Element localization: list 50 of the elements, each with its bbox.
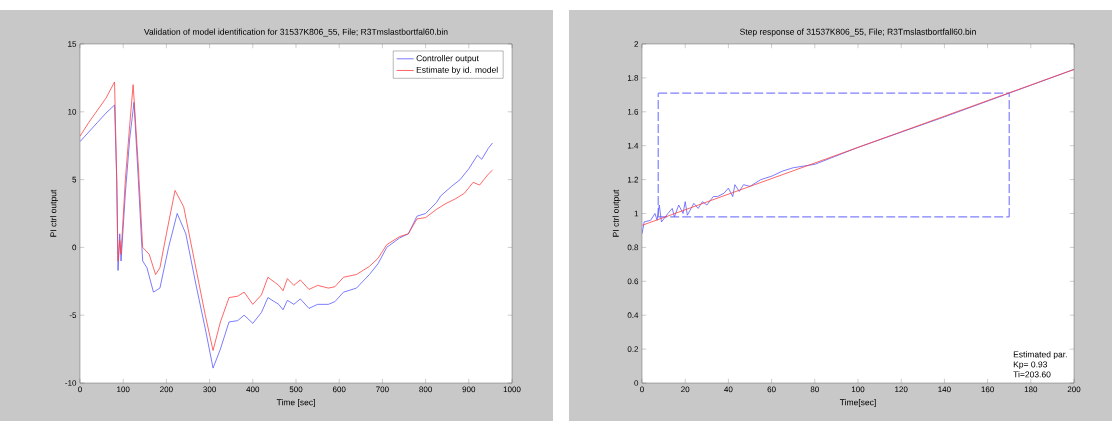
annotation: Ti=203.60 <box>1013 371 1051 378</box>
x-tick-label: 60 <box>767 386 776 393</box>
x-tick-label: 800 <box>419 386 432 393</box>
legend-label: Estimate by id. model <box>416 66 498 75</box>
y-axis-title: PI ctrl output <box>50 189 59 237</box>
chart-title: Step response of 31537K806_55, File; R3Tmslastbortfall60.bin <box>740 28 976 37</box>
x-tick-label: 80 <box>810 386 819 393</box>
x-axis-title: Time [sec] <box>276 399 315 407</box>
y-tick-label: -5 <box>69 312 77 318</box>
x-tick-label: 100 <box>117 386 130 393</box>
y-tick-label: 0.6 <box>627 278 639 285</box>
y-tick-label: 1.2 <box>627 176 639 183</box>
x-tick-label: 160 <box>981 386 994 393</box>
y-tick-label: 1.6 <box>627 108 639 115</box>
x-tick-label: 200 <box>1067 386 1081 393</box>
annotation: Kp= 0.93 <box>1013 361 1048 370</box>
y-tick-label: 0.4 <box>627 312 639 319</box>
x-tick-label: 300 <box>203 386 216 393</box>
x-tick-label: 1000 <box>503 386 521 393</box>
x-tick-label: 120 <box>895 386 908 393</box>
y-tick-label: 1.4 <box>627 142 639 149</box>
x-axis-title: Time[sec] <box>839 399 876 407</box>
y-axis-title: PI ctrl output <box>612 189 621 237</box>
y-tick-label: 0.2 <box>627 346 639 352</box>
y-tick-label: 1 <box>634 210 639 217</box>
x-tick-label: 200 <box>160 386 173 393</box>
x-tick-label: 700 <box>376 386 389 393</box>
legend-label: Controller output <box>416 54 479 63</box>
chart-title: Validation of model identification for 31537K806_55, File; R3Tmslastbortfal60.bin <box>143 28 448 37</box>
y-tick-label: 0 <box>72 244 77 251</box>
x-tick-label: 600 <box>332 386 346 393</box>
y-tick-label: -10 <box>65 380 77 386</box>
x-tick-label: 500 <box>289 386 303 393</box>
x-tick-label: 0 <box>78 386 82 393</box>
y-tick-label: 15 <box>68 41 77 47</box>
x-tick-label: 40 <box>724 386 733 393</box>
y-tick-label: 5 <box>72 176 77 183</box>
x-tick-label: 180 <box>1024 386 1038 393</box>
x-tick-label: 20 <box>681 386 690 393</box>
x-tick-label: 100 <box>851 386 865 393</box>
x-tick-label: 140 <box>938 386 951 393</box>
y-tick-label: 2 <box>634 41 639 47</box>
y-tick-label: 10 <box>68 108 77 115</box>
x-tick-label: 0 <box>640 386 644 393</box>
annotation: Estimated par. <box>1013 351 1067 360</box>
y-tick-label: 1.8 <box>627 75 639 81</box>
y-tick-label: 0.8 <box>627 244 639 251</box>
x-tick-label: 900 <box>462 386 476 393</box>
x-tick-label: 400 <box>246 386 260 393</box>
y-tick-label: 0 <box>634 380 639 386</box>
